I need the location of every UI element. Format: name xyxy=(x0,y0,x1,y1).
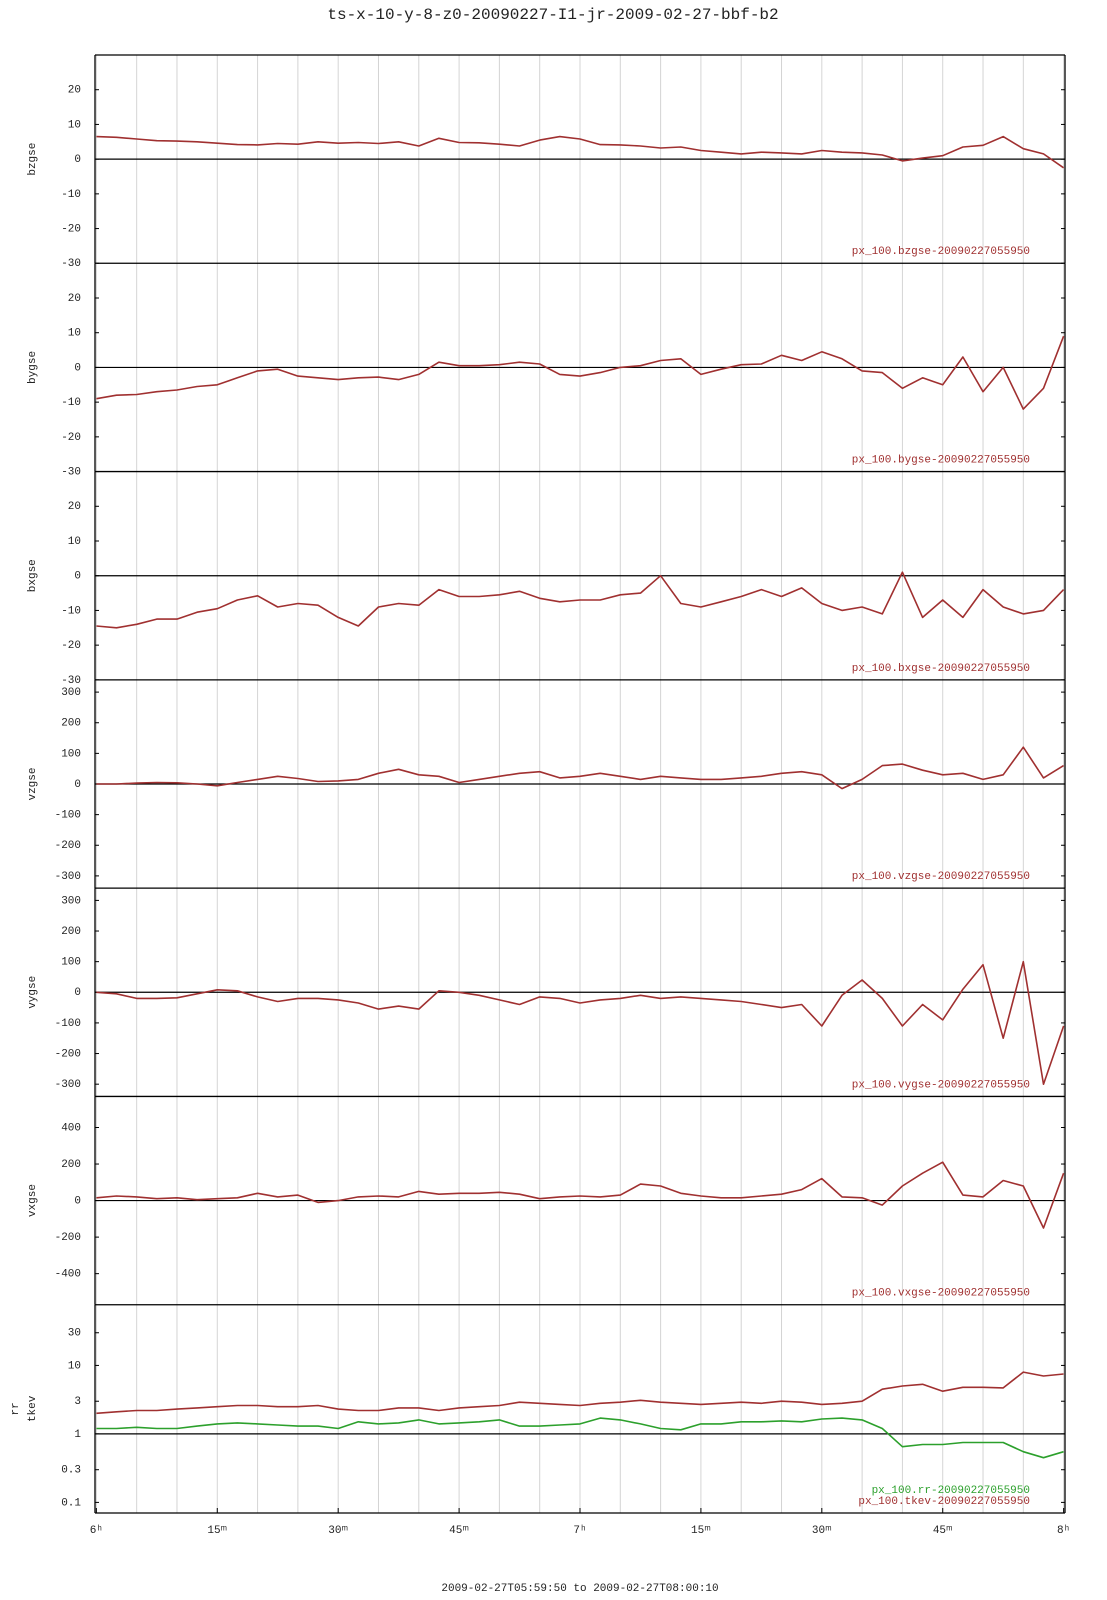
y-tick-label: 0 xyxy=(74,571,81,583)
series-label: px_100.bygse-20090227055950 xyxy=(852,454,1030,466)
y-axis-label: tkev xyxy=(27,1395,39,1422)
y-tick-label: 0 xyxy=(74,987,81,999)
y-tick-label: -200 xyxy=(55,1232,81,1244)
chart-title: ts-x-10-y-8-z0-20090227-I1-jr-2009-02-27… xyxy=(327,6,778,24)
y-tick-label: 20 xyxy=(68,293,81,305)
x-axis-label: 2009-02-27T05:59:50 to 2009-02-27T08:00:… xyxy=(441,1583,718,1595)
series-line xyxy=(96,1417,1064,1459)
y-tick-label: 30 xyxy=(68,1328,81,1340)
series-line xyxy=(96,571,1065,629)
y-tick-label: -10 xyxy=(61,605,81,617)
series-line xyxy=(96,960,1065,1085)
y-tick-label: -20 xyxy=(61,640,81,652)
series-label: px_100.vxgse-20090227055950 xyxy=(852,1288,1030,1300)
y-tick-label: -10 xyxy=(61,397,81,409)
y-tick-label: 0 xyxy=(74,362,81,374)
y-tick-label: -300 xyxy=(55,871,81,883)
y-tick-label: -20 xyxy=(61,223,81,235)
y-axis-label: bygse xyxy=(27,351,39,384)
series-line xyxy=(96,746,1065,790)
series-label: px_100.rr-20090227055950 xyxy=(872,1485,1030,1497)
series-line xyxy=(96,135,1065,169)
y-tick-label: 20 xyxy=(68,85,81,97)
x-tick-label: 30ᵐ xyxy=(812,1525,832,1537)
x-tick-label: 15ᵐ xyxy=(691,1525,711,1537)
series-label: px_100.vzgse-20090227055950 xyxy=(852,871,1030,883)
y-tick-label: 0.3 xyxy=(61,1465,81,1477)
y-tick-label: 300 xyxy=(61,895,81,907)
y-tick-label: -30 xyxy=(61,675,81,687)
y-tick-label: 200 xyxy=(61,926,81,938)
series-label: px_100.vygse-20090227055950 xyxy=(852,1079,1030,1091)
y-tick-label: 100 xyxy=(61,748,81,760)
y-tick-label: 20 xyxy=(68,501,81,513)
series-label: px_100.bxgse-20090227055950 xyxy=(852,663,1030,675)
y-axis-label: rr xyxy=(10,1402,22,1415)
y-tick-label: -100 xyxy=(55,810,81,822)
y-axis-label: bxgse xyxy=(27,559,39,592)
y-tick-label: 200 xyxy=(61,1159,81,1171)
y-axis-label: bzgse xyxy=(27,143,39,176)
y-tick-label: 0 xyxy=(74,779,81,791)
y-tick-label: -10 xyxy=(61,189,81,201)
series-line xyxy=(96,1371,1064,1415)
y-axis-label: vzgse xyxy=(27,767,39,800)
y-tick-label: 3 xyxy=(74,1396,81,1408)
x-tick-label: 7ʰ xyxy=(573,1525,586,1537)
x-tick-label: 6ʰ xyxy=(90,1525,103,1537)
x-tick-label: 45ᵐ xyxy=(933,1525,953,1537)
x-tick-label: 15ᵐ xyxy=(207,1525,227,1537)
series-label: px_100.bzgse-20090227055950 xyxy=(852,246,1030,258)
y-tick-label: 1 xyxy=(74,1429,81,1441)
y-tick-label: 10 xyxy=(68,536,81,548)
y-tick-label: 0 xyxy=(74,1195,81,1207)
y-tick-label: 0.1 xyxy=(61,1497,81,1509)
y-tick-label: 10 xyxy=(68,119,81,131)
y-tick-label: -100 xyxy=(55,1018,81,1030)
y-axis-label: vxgse xyxy=(27,1184,39,1217)
series-line xyxy=(96,1161,1065,1229)
y-tick-label: 100 xyxy=(61,957,81,969)
y-tick-label: -200 xyxy=(55,1048,81,1060)
y-tick-label: -200 xyxy=(55,840,81,852)
y-tick-label: 400 xyxy=(61,1122,81,1134)
y-axis-label: vygse xyxy=(27,976,39,1009)
x-tick-label: 30ᵐ xyxy=(328,1525,348,1537)
y-tick-label: 300 xyxy=(61,687,81,699)
y-tick-label: -20 xyxy=(61,432,81,444)
y-tick-label: -300 xyxy=(55,1079,81,1091)
y-tick-label: -30 xyxy=(61,466,81,478)
x-tick-label: 8ʰ xyxy=(1057,1525,1070,1537)
y-tick-label: 10 xyxy=(68,1360,81,1372)
y-tick-label: 200 xyxy=(61,718,81,730)
series-line xyxy=(96,335,1065,410)
series-label: px_100.tkev-20090227055950 xyxy=(858,1496,1030,1508)
y-tick-label: 10 xyxy=(68,328,81,340)
x-tick-label: 45ᵐ xyxy=(449,1525,469,1537)
y-tick-label: 0 xyxy=(74,154,81,166)
y-tick-label: -30 xyxy=(61,258,81,270)
y-tick-label: -400 xyxy=(55,1269,81,1281)
